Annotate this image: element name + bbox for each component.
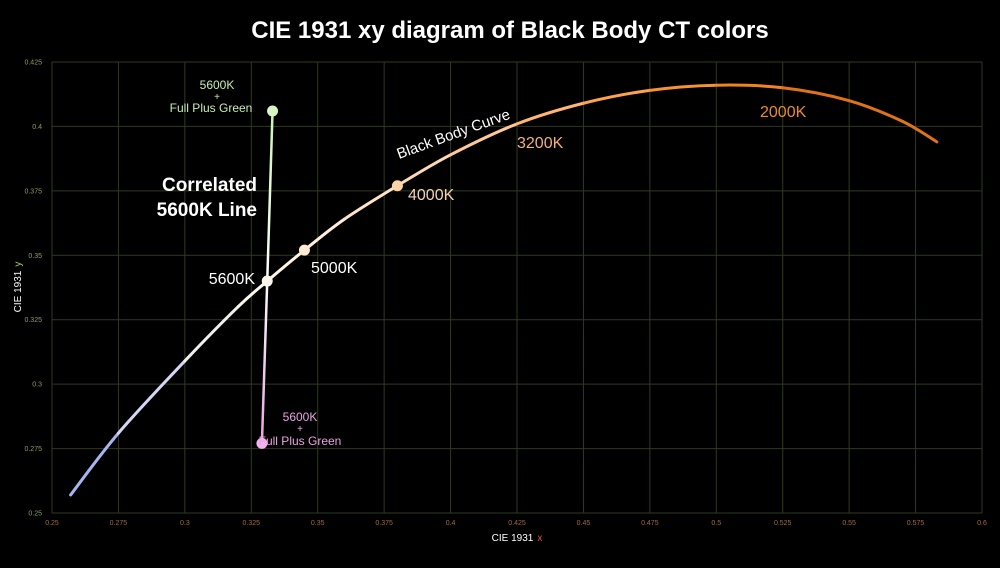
annotation-label: + bbox=[214, 92, 220, 103]
curve-segment bbox=[648, 83, 718, 92]
x-tick-label: 0.325 bbox=[243, 520, 261, 527]
x-tick-label: 0.55 bbox=[842, 520, 856, 527]
y-tick-label: 0.275 bbox=[24, 446, 42, 453]
y-tick-label: 0.35 bbox=[28, 253, 42, 260]
x-tick-label: 0.3 bbox=[180, 520, 190, 527]
x-tick-label: 0.45 bbox=[577, 520, 591, 527]
y-axis-label-prefix: CIE 1931 bbox=[13, 270, 24, 312]
y-tick-label: 0.4 bbox=[32, 124, 42, 131]
data-point bbox=[261, 275, 273, 287]
curve-segment bbox=[265, 248, 306, 283]
y-tick-label: 0.425 bbox=[24, 60, 42, 67]
data-point bbox=[298, 244, 310, 256]
curve-segment bbox=[581, 88, 652, 105]
x-tick-label: 0.525 bbox=[774, 520, 792, 527]
x-tick-label: 0.4 bbox=[446, 520, 456, 527]
black-body-curve bbox=[69, 83, 939, 497]
data-point bbox=[391, 180, 403, 192]
x-tick-label: 0.6 bbox=[977, 520, 987, 527]
x-axis-label-var: x bbox=[537, 533, 542, 544]
y-tick-label: 0.25 bbox=[28, 511, 42, 518]
x-axis-label-prefix: CIE 1931 bbox=[492, 533, 534, 544]
annotation-label: 3200K bbox=[517, 135, 564, 152]
curve-segment bbox=[69, 431, 120, 497]
curve-segment bbox=[183, 305, 240, 363]
curve-segment bbox=[449, 122, 519, 157]
x-tick-label: 0.375 bbox=[375, 520, 393, 527]
x-tick-label: 0.5 bbox=[711, 520, 721, 527]
y-tick-label: 0.3 bbox=[32, 382, 42, 389]
curve-segment bbox=[116, 359, 187, 435]
x-tick-label: 0.25 bbox=[45, 520, 59, 527]
y-tick-label: 0.325 bbox=[24, 317, 42, 324]
curve-segment bbox=[515, 101, 585, 126]
x-tick-label: 0.425 bbox=[508, 520, 526, 527]
annotation-label: 4000K bbox=[408, 187, 455, 204]
curve-segment bbox=[781, 86, 851, 103]
annotation-label: 5600K Line bbox=[157, 200, 257, 221]
x-axis-label: CIE 1931 x bbox=[492, 533, 543, 544]
annotation-label: Full Plus Green bbox=[170, 101, 253, 115]
annotation-label: 5600K bbox=[283, 410, 318, 424]
x-tick-label: 0.35 bbox=[311, 520, 325, 527]
curve-segment bbox=[302, 217, 346, 252]
x-tick-label: 0.275 bbox=[110, 520, 128, 527]
y-axis-label-var: y bbox=[13, 262, 24, 267]
y-axis-label: CIE 1931 y bbox=[13, 262, 24, 313]
data-point bbox=[267, 105, 279, 117]
data-point bbox=[256, 437, 268, 449]
annotation-label: 2000K bbox=[760, 104, 807, 121]
data-points bbox=[256, 105, 403, 449]
x-tick-label: 0.475 bbox=[641, 520, 659, 527]
annotation-label: 5600K bbox=[200, 78, 235, 92]
curve-segment bbox=[847, 99, 904, 123]
annotation-label: 5000K bbox=[311, 260, 358, 277]
annotation-label: 5600K bbox=[209, 271, 256, 288]
annotation-label: Correlated bbox=[162, 175, 257, 196]
chart-title: CIE 1931 xy diagram of Black Body CT col… bbox=[251, 17, 769, 44]
x-tick-label: 0.575 bbox=[907, 520, 925, 527]
curve-segment bbox=[714, 83, 785, 90]
grid bbox=[51, 61, 983, 514]
curve-segment bbox=[900, 119, 939, 144]
annotations: Black Body Curve5600K5000K4000K3200K2000… bbox=[157, 78, 807, 448]
y-tick-label: 0.375 bbox=[24, 188, 42, 195]
tick-labels: 0.25 0.275 0.3 0.325 0.35 0.375 0.4 0.425 0.45 0.… bbox=[24, 60, 987, 528]
annotation-label: Full Plus Green bbox=[259, 434, 342, 448]
annotation-label: + bbox=[297, 424, 303, 435]
